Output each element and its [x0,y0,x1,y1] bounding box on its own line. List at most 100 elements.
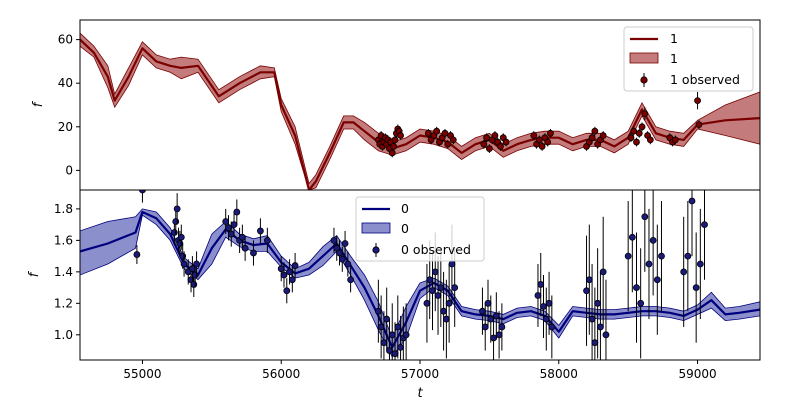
bot-observed-point [649,190,657,296]
bot-observed-point [583,235,590,346]
bot-observed-point [139,190,146,203]
x-tick-label: 59000 [678,367,716,381]
top-point-marker [633,138,640,146]
bot-observed-point [233,199,241,225]
bot-point-marker [139,190,146,194]
bot-observed-point [542,287,550,351]
bot-point-marker [176,240,184,247]
top-observed-point [441,128,449,138]
top-model-line [80,38,760,190]
bottom-legend-point-label: 0 observed [401,242,471,257]
bot-point-marker [688,197,696,205]
bot-observed-point [423,263,431,343]
bot-point-marker [692,284,700,291]
bot-point-marker [696,260,704,268]
top-observed-point [538,142,546,151]
bot-point-marker [628,233,636,241]
top-legend-point-swatch [640,76,648,84]
top-observed-point [390,142,398,151]
bot-point-marker [180,260,188,268]
top-confidence-band [80,32,760,190]
bot-y-tick-label: 1.4 [54,265,73,279]
bot-observed-point [688,190,696,257]
bot-observed-point [696,208,704,320]
top-point-marker [449,136,457,144]
top-point-marker [497,143,504,150]
bot-point-marker [330,236,338,244]
x-tick-label: 56000 [262,367,300,381]
bot-point-marker [545,299,553,307]
top-y-tick-label: 40 [58,76,73,90]
top-y-tick-label: 60 [58,33,73,47]
top-band-area [80,32,760,190]
x-axis-label: t [417,386,423,400]
bottom-confidence-band [80,208,760,358]
top-y-tick-label: 0 [65,163,73,177]
bot-point-marker [431,268,439,276]
bot-point-marker [286,268,293,276]
bot-point-marker [645,260,653,268]
bot-point-marker [591,339,599,347]
bot-observed-point [283,278,291,304]
bot-point-marker [680,268,688,276]
top-point-marker [544,138,552,146]
bot-point-marker [257,227,264,235]
bottom-y-ticks: 1.0 1.2 1.4 1.6 1.8 [54,202,80,342]
top-point-marker [491,132,499,139]
bot-observed-point [624,201,632,312]
top-point-marker [547,129,554,137]
top-point-marker [441,129,449,137]
top-observed-point [502,137,510,147]
bot-point-marker [487,315,495,323]
bot-observed-point [495,311,503,359]
top-point-marker [480,140,488,148]
bot-observed-point [250,240,257,266]
bot-observed-point [645,208,653,320]
bot-observed-point [402,303,410,360]
bot-observed-point [588,263,596,360]
bot-observed-point [701,190,708,280]
bot-point-marker [442,315,450,323]
top-point-marker [588,134,596,142]
bottom-legend-line-label: 0 [401,201,409,216]
bot-observed-point [680,216,688,327]
bot-point-marker [277,265,285,273]
bot-point-marker [133,251,141,258]
bot-point-marker [588,315,596,323]
top-point-marker [538,143,546,150]
top-legend-band-swatch [629,52,659,64]
bot-point-marker [641,213,649,221]
bot-point-marker [280,271,288,279]
bot-observed-point [540,275,547,338]
top-observed-point [591,126,599,136]
top-point-marker [433,127,441,135]
bot-point-marker [599,268,607,276]
x-tick-label: 57000 [401,367,439,381]
top-point-marker [424,129,432,137]
bot-point-marker [534,292,542,299]
top-observed-point [444,139,452,149]
bot-observed-point [383,287,391,351]
bot-point-marker [637,299,645,307]
bot-point-marker [338,255,346,263]
bot-observed-point [498,303,506,351]
bot-point-marker [594,299,602,307]
top-point-marker [444,140,452,148]
bot-point-marker [602,331,610,339]
bot-point-marker [397,344,404,351]
bot-point-marker [341,240,349,247]
bot-point-marker [434,292,442,299]
top-observed-point [588,133,596,143]
bot-point-marker [548,323,556,331]
top-point-marker [388,149,396,157]
top-legend-line-label: 1 [670,31,678,46]
bot-observed-point [388,303,396,360]
bot-point-marker [624,252,632,260]
top-observed-point [638,122,646,132]
top-observed-point [530,131,538,140]
bot-point-marker [380,339,388,347]
bot-point-marker [173,205,181,213]
bot-observed-point [397,315,404,360]
bot-point-marker [225,224,232,232]
top-point-marker [694,97,701,105]
